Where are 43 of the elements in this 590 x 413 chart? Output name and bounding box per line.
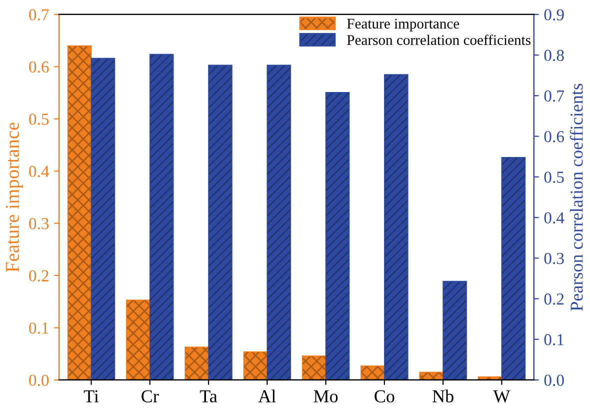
bar — [184, 346, 209, 380]
y-axis-title: Feature importance — [6, 122, 23, 272]
y-tick-label: 0.2 — [29, 270, 48, 282]
bar — [384, 74, 408, 380]
y2-tick-label: 0.4 — [544, 212, 564, 224]
bar — [302, 356, 326, 380]
x-tick-label: Co — [374, 390, 394, 402]
bar — [266, 64, 292, 380]
y-tick-label: 0.1 — [29, 322, 48, 334]
y2-axis-title: Pearson correlation coefficients — [570, 84, 583, 311]
y-tick-label: 0.5 — [29, 114, 49, 125]
bar — [208, 64, 232, 380]
bar — [419, 372, 444, 380]
y2-tick-label: 0.3 — [544, 252, 564, 264]
bar — [149, 54, 174, 380]
y2-tick-label: 0.1 — [544, 334, 564, 346]
bar — [442, 280, 467, 380]
x-tick-label: Ta — [200, 390, 218, 402]
bar — [501, 156, 526, 380]
bar — [325, 92, 350, 380]
y2-tick-label: 0.8 — [544, 50, 564, 62]
x-tick-label: Mo — [314, 390, 338, 402]
y2-tick-label: 0.2 — [544, 293, 564, 305]
bar — [360, 365, 385, 380]
y2-tick-label: 0.9 — [544, 9, 564, 20]
legend-label: Pearson correlation coefficients — [347, 34, 530, 45]
x-tick-label: Nb — [432, 390, 454, 402]
y2-tick-label: 0.5 — [544, 172, 564, 183]
legend-label: Feature importance — [347, 18, 460, 32]
y2-tick-label: 0.7 — [544, 90, 564, 102]
y-tick-label: 0.4 — [29, 166, 50, 178]
x-tick-label: Ti — [84, 390, 99, 402]
y2-tick-label: 0.0 — [544, 374, 564, 386]
y2-tick-label: 0.6 — [544, 130, 564, 142]
x-tick-label: W — [493, 390, 510, 402]
y-tick-label: 0.6 — [29, 61, 49, 73]
y-tick-label: 0.7 — [29, 9, 49, 20]
x-tick-label: Al — [258, 390, 276, 402]
x-tick-label: Cr — [142, 390, 159, 402]
bar — [126, 300, 150, 380]
y-tick-label: 0.0 — [29, 374, 49, 386]
bar — [243, 351, 268, 380]
y-tick-label: 0.3 — [29, 218, 49, 230]
